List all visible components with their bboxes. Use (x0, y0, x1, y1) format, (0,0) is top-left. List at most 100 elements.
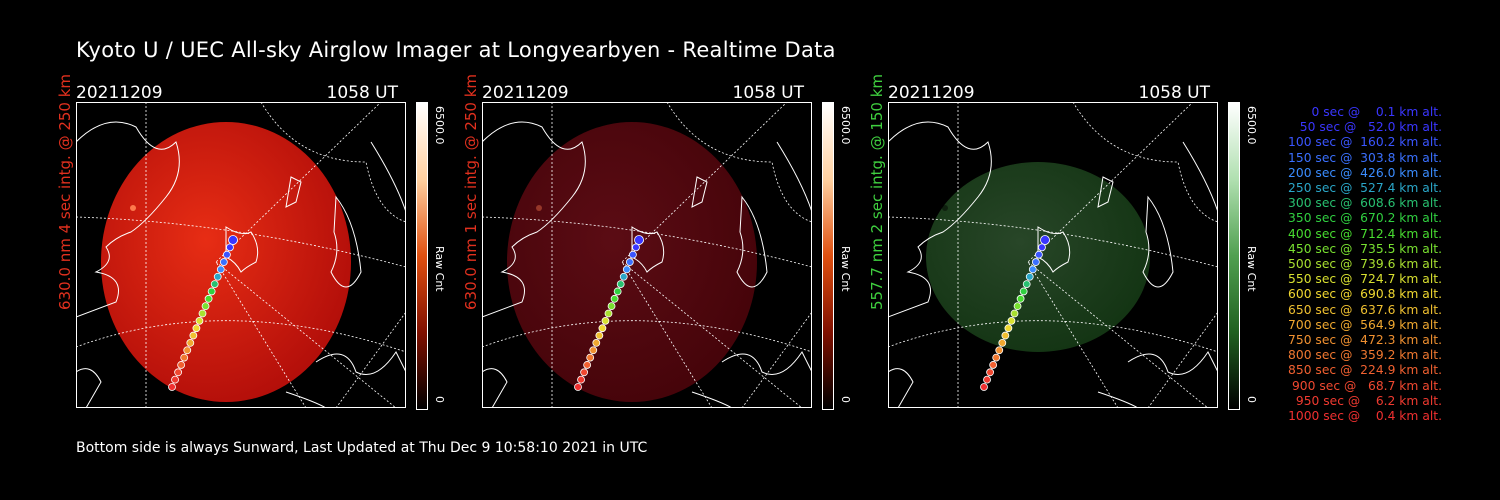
legend-entry: 850 sec @ 224.9 km alt. (1288, 363, 1442, 378)
page-title: Kyoto U / UEC All-sky Airglow Imager at … (76, 38, 836, 62)
trajectory-point (1004, 324, 1013, 333)
trajectory-point (598, 324, 607, 333)
trajectory-point (216, 265, 225, 274)
trajectory-point (198, 309, 207, 318)
trajectory-point (228, 235, 238, 245)
footer-note: Bottom side is always Sunward, Last Upda… (76, 440, 648, 456)
trajectory-point (1016, 294, 1025, 303)
trajectory-point (616, 280, 625, 289)
trajectory-point (989, 361, 998, 369)
panel-ylabel: 630.0 nm 4 sec intg. @ 250 km (56, 73, 74, 310)
colorbar-max: 6500.0 (839, 106, 852, 145)
allsky-image (482, 102, 812, 408)
trajectory-point (195, 316, 204, 325)
image-panel-2: 20211209 1058 UT 630.0 nm 1 sec intg. @ 25… (462, 74, 882, 430)
trajectory-point (180, 353, 189, 362)
legend-entry: 400 sec @ 712.4 km alt. (1288, 226, 1442, 241)
trajectory-point (226, 243, 234, 252)
trajectory-point (210, 280, 219, 289)
bright-spot (130, 205, 136, 211)
legend-entry: 450 sec @ 735.5 km alt. (1288, 241, 1442, 256)
legend-entry: 650 sec @ 637.6 km alt. (1288, 302, 1442, 317)
colorbar (416, 102, 428, 410)
panel-date: 20211209 (482, 83, 569, 103)
trajectory-point (595, 331, 604, 340)
trajectory-point (995, 346, 1004, 355)
trajectory-point (1028, 265, 1037, 274)
trajectory-point (998, 338, 1007, 347)
bright-spot (536, 205, 542, 211)
coastlines (482, 121, 812, 408)
trajectory-point (610, 294, 619, 303)
trajectory-point (204, 294, 213, 303)
trajectory-point (168, 383, 176, 391)
trajectory-point (1019, 287, 1028, 296)
trajectory-point (183, 346, 192, 355)
colorbar-unit: Raw Cnt (433, 246, 446, 292)
colorbar (1228, 102, 1240, 410)
trajectory-point (1038, 243, 1046, 252)
trajectory-point (186, 338, 195, 347)
legend-entry: 800 sec @ 359.2 km alt. (1288, 348, 1442, 363)
trajectory-point (1034, 250, 1043, 259)
colorbar-min: 0 (1245, 396, 1258, 403)
colorbar-unit: Raw Cnt (839, 246, 852, 292)
legend-entry: 100 sec @ 160.2 km alt. (1288, 135, 1442, 150)
trajectory-point (604, 309, 613, 318)
geo-grid (482, 102, 812, 408)
panel-date: 20211209 (76, 83, 163, 103)
trajectory-point (171, 375, 179, 384)
legend-entry: 350 sec @ 670.2 km alt. (1288, 211, 1442, 226)
trajectory-point (613, 287, 622, 296)
image-panel-3: 20211209 1058 UT 557.7 nm 2 sec intg. @ 15… (868, 74, 1288, 430)
trajectory-point (983, 375, 991, 384)
trajectory-point (192, 324, 201, 333)
legend-entry: 250 sec @ 527.4 km alt. (1288, 181, 1442, 196)
geo-grid (888, 102, 1218, 408)
trajectory-point (201, 302, 210, 311)
legend-entry: 550 sec @ 724.7 km alt. (1288, 272, 1442, 287)
trajectory-point (1007, 316, 1016, 325)
colorbar-max: 6500.0 (433, 106, 446, 145)
panel-ylabel: 557.7 nm 2 sec intg. @ 150 km (868, 73, 886, 310)
trajectory-point (580, 368, 588, 377)
trajectory-point (189, 331, 198, 340)
trajectory-point (574, 383, 582, 391)
trajectory-point (622, 265, 631, 274)
image-panel-1: 20211209 1058 UT 630.0 nm 4 sec intg. @ 25… (56, 74, 476, 430)
panel-time: 1058 UT (732, 83, 805, 103)
allsky-image (76, 102, 406, 408)
trajectory-point (619, 272, 628, 281)
trajectory-point (213, 272, 222, 281)
colorbar-min: 0 (839, 396, 852, 403)
panel-time: 1058 UT (1138, 83, 1211, 103)
trajectory-point (177, 361, 186, 369)
trajectory-point (601, 316, 610, 325)
legend-entry: 0 sec @ 0.1 km alt. (1311, 105, 1442, 119)
trajectory-point (625, 258, 634, 266)
trajectory-point (1001, 331, 1010, 340)
trajectory-point (628, 250, 637, 259)
trajectory-legend: 0 sec @ 0.1 km alt. 50 sec @ 52.0 km alt.… (1288, 105, 1442, 424)
trajectory-point (1040, 235, 1050, 245)
panel-date: 20211209 (888, 83, 975, 103)
legend-entry: 150 sec @ 303.8 km alt. (1288, 150, 1442, 165)
trajectory-point (174, 368, 182, 377)
bright-spot (942, 205, 948, 211)
trajectory-point (980, 383, 988, 391)
legend-entry: 700 sec @ 564.9 km alt. (1288, 317, 1442, 332)
trajectory-point (1013, 302, 1022, 311)
colorbar (822, 102, 834, 410)
trajectory-point (1031, 258, 1040, 266)
trajectory-point (986, 368, 994, 377)
legend-entry: 500 sec @ 739.6 km alt. (1288, 257, 1442, 272)
trajectory-point (586, 353, 595, 362)
trajectory-point (207, 287, 216, 296)
trajectory-point (1010, 309, 1019, 318)
legend-entry: 200 sec @ 426.0 km alt. (1288, 165, 1442, 180)
colorbar-unit: Raw Cnt (1245, 246, 1258, 292)
trajectory-point (592, 338, 601, 347)
coastlines (76, 121, 406, 408)
trajectory-point (632, 243, 640, 252)
colorbar-max: 6500.0 (1245, 106, 1258, 145)
